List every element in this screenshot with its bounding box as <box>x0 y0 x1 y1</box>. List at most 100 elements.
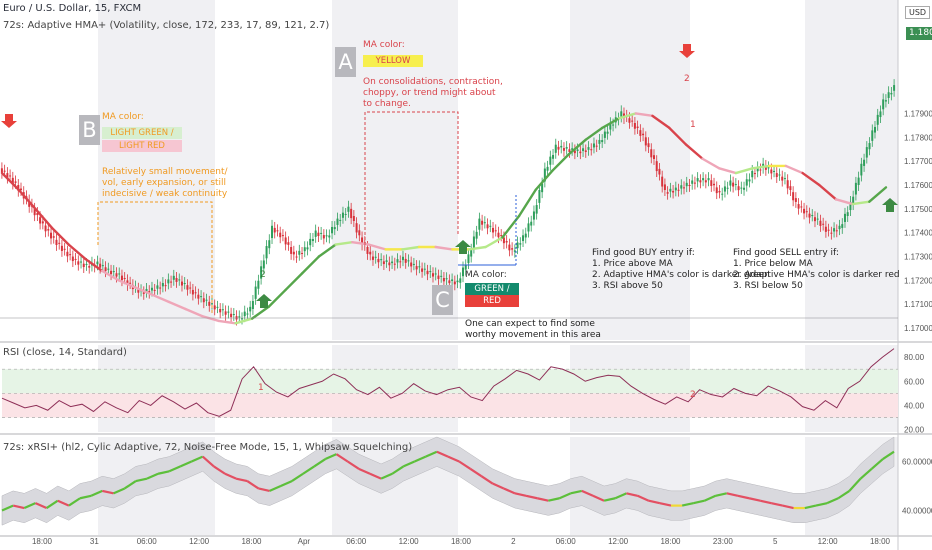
hma-segment <box>651 114 671 129</box>
buy-arrow-mid-icon <box>455 240 471 254</box>
time-tick-label: 06:00 <box>556 537 577 546</box>
annotation-a-tag: YELLOW <box>363 55 423 67</box>
hma-segment <box>67 243 87 261</box>
candle-body <box>39 217 42 224</box>
candle-body <box>292 251 295 255</box>
annotation-a-desc: On consolidations, contraction, choppy, … <box>363 77 503 109</box>
candle-body <box>137 288 140 293</box>
candle-body <box>822 223 825 225</box>
candle-body <box>857 177 860 185</box>
hma-segment <box>184 307 204 318</box>
xrsi-segment <box>548 497 560 502</box>
candle-body <box>680 185 683 189</box>
candle-body <box>729 180 732 186</box>
candle-body <box>805 211 808 213</box>
candle-body <box>14 181 17 183</box>
candle-body <box>80 261 83 263</box>
candle-body <box>145 288 148 292</box>
candle-body <box>112 271 115 273</box>
candle-body <box>361 237 364 245</box>
candle-body <box>789 186 792 191</box>
indicator-legend-main[interactable]: 72s: Adaptive HMA+ (Volatility, close, 1… <box>3 20 330 31</box>
xrsi-segment <box>168 465 181 473</box>
xrsi-segment <box>302 465 315 475</box>
hma-segment <box>434 245 454 251</box>
hma-segment <box>584 126 604 141</box>
annotation-b-desc: Relatively small movement/ vol, early ex… <box>102 167 228 199</box>
hma-segment <box>267 288 287 308</box>
candle-body <box>44 225 47 232</box>
candle-body <box>642 133 645 136</box>
xrsi-segment <box>12 504 25 510</box>
candle-body <box>631 120 634 122</box>
xrsi-segment <box>102 489 114 495</box>
candle-body <box>830 232 833 234</box>
candle-body <box>344 213 347 215</box>
candle-body <box>445 278 448 280</box>
indicator-legend-rsi[interactable]: RSI (close, 14, Standard) <box>3 347 127 358</box>
candle-body <box>562 148 565 151</box>
candle-body <box>636 126 639 129</box>
hma-segment <box>701 157 721 170</box>
candle-body <box>232 314 235 316</box>
price-tick-label: 1.17200 <box>904 276 932 285</box>
candle-body <box>876 114 879 125</box>
indicator-legend-xrsi[interactable]: 72s: xRSI+ (hl2, Cylic Adaptive, 72, Noi… <box>3 442 413 453</box>
xrsi-segment <box>681 502 694 507</box>
candle-body <box>737 186 740 191</box>
candle-body <box>301 252 304 254</box>
candle-body <box>88 266 91 268</box>
candle-body <box>592 143 595 148</box>
bracket-b <box>97 201 213 315</box>
xrsi-segment <box>815 502 828 507</box>
time-tick-label: 12:00 <box>818 537 839 546</box>
xrsi-segment <box>693 499 705 505</box>
hma-segment <box>667 126 688 146</box>
candle-body <box>276 230 279 232</box>
candle-body <box>683 187 686 189</box>
candle-body <box>462 267 465 277</box>
xrsi-segment <box>771 502 783 507</box>
candle-body <box>560 145 563 148</box>
candle-body <box>287 242 290 245</box>
candle-body <box>865 147 868 158</box>
hma-segment <box>484 236 504 249</box>
hma-segment <box>351 241 371 246</box>
xrsi-segment <box>35 502 48 510</box>
hma-segment <box>100 269 120 282</box>
hma-segment <box>601 117 621 129</box>
candle-body <box>650 149 653 158</box>
candle-body <box>200 296 203 298</box>
candle-body <box>227 311 230 313</box>
candle-body <box>767 167 770 169</box>
xrsi-segment <box>503 487 516 495</box>
candle-body <box>273 227 276 233</box>
rsi-line <box>1 348 895 417</box>
currency-button[interactable]: USD <box>905 6 931 19</box>
xrsi-segment <box>447 455 460 463</box>
candle-body <box>732 182 735 187</box>
xrsi-segment <box>614 492 627 500</box>
xrsi-segment <box>124 480 137 490</box>
candle-body <box>748 179 751 182</box>
adaptive-hma-line <box>0 112 888 325</box>
candle-body <box>527 223 530 232</box>
candle-body <box>587 147 590 150</box>
candle-body <box>753 173 756 175</box>
candle-body <box>590 149 593 151</box>
xrsi-segment <box>637 494 650 502</box>
hma-segment <box>734 167 754 175</box>
xrsi-segment <box>480 475 494 485</box>
candle-body <box>723 186 726 192</box>
candle-body <box>63 248 66 250</box>
candle-body <box>358 230 361 236</box>
candle-body <box>180 281 183 286</box>
candle-body <box>672 190 675 193</box>
candle-body <box>472 236 475 248</box>
xrsi-segment <box>659 502 672 507</box>
candle-body <box>279 232 282 238</box>
candle-body <box>271 225 274 239</box>
candle-body <box>388 262 391 266</box>
candle-body <box>652 155 655 160</box>
candle-body <box>401 256 404 261</box>
